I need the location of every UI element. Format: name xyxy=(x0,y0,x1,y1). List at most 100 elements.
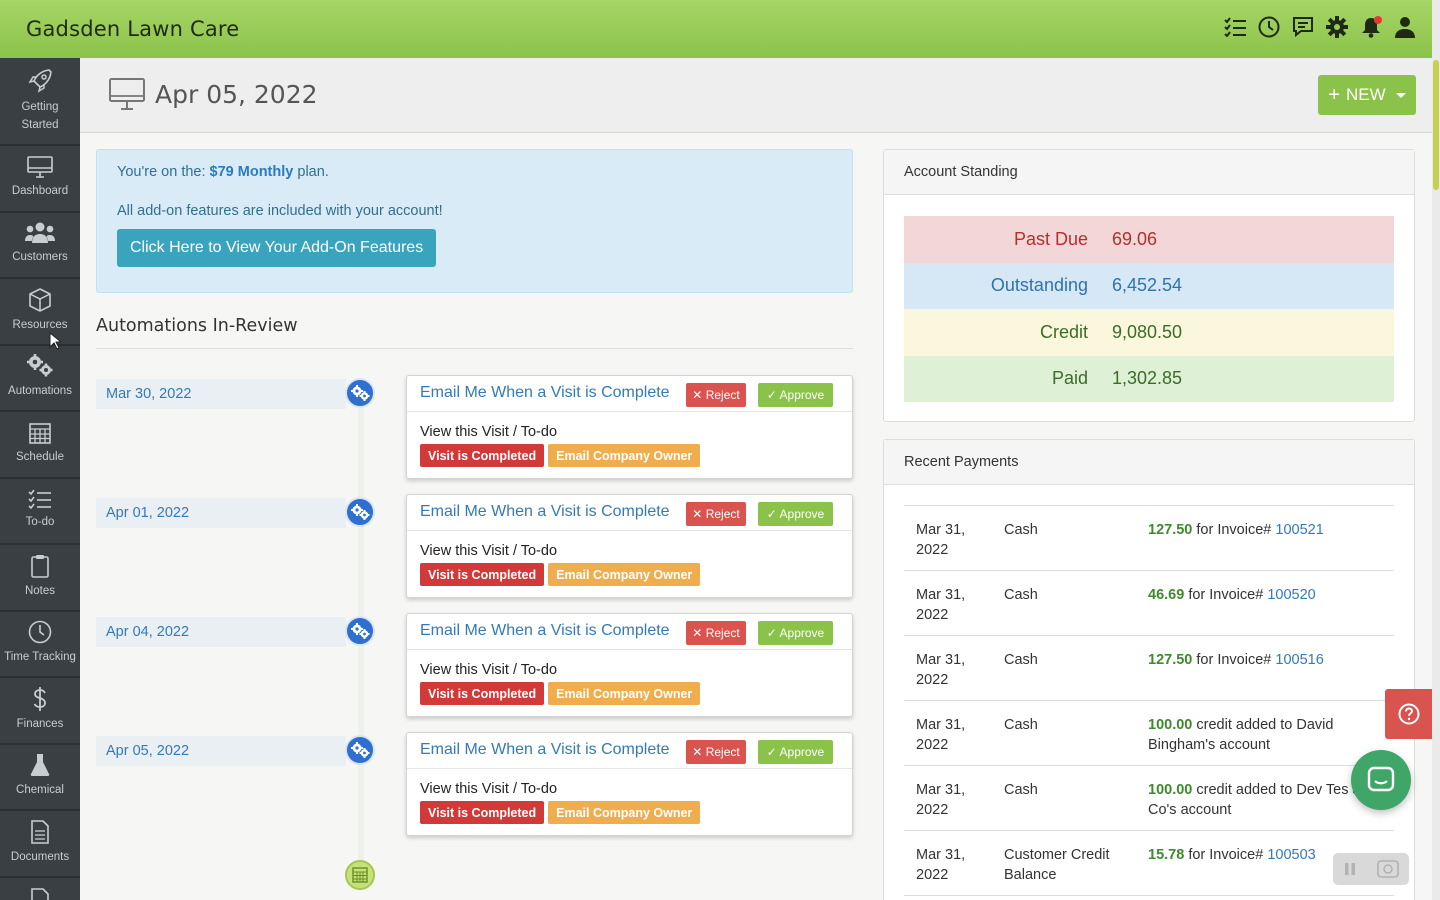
gears-icon xyxy=(27,354,53,377)
pause-icon[interactable] xyxy=(1343,862,1357,876)
recent-payments-panel: Recent Payments Mar 31, 2022 Cash 127.50 … xyxy=(883,439,1415,900)
reject-button[interactable]: ✕ Reject xyxy=(686,502,746,526)
approve-button[interactable]: ✓ Approve xyxy=(758,621,833,645)
sidebar-item-automations[interactable]: Automations xyxy=(0,346,80,412)
sidebar-item-todo[interactable]: To-do xyxy=(0,479,80,545)
chat-icon[interactable] xyxy=(1292,14,1314,40)
automation-title-link[interactable]: Email Me When a Visit is Complete xyxy=(420,384,670,401)
sidebar-item-label: Time Tracking xyxy=(4,651,76,664)
reject-button[interactable]: ✕ Reject xyxy=(686,740,746,764)
app-title[interactable]: Gadsden Lawn Care xyxy=(26,17,240,41)
recording-controls[interactable] xyxy=(1333,853,1409,885)
payment-method: Cash xyxy=(1004,782,1038,798)
payment-row: Mar 31, 2022 Cash 127.50 for Invoice# 100… xyxy=(904,506,1394,571)
chat-launcher-button[interactable] xyxy=(1351,750,1411,810)
caret-down-icon xyxy=(1395,92,1406,98)
sidebar-item-label: Documents xyxy=(10,850,70,863)
sidebar-item-documents[interactable]: Documents xyxy=(0,811,80,878)
user-icon[interactable] xyxy=(1394,14,1416,40)
bell-icon[interactable] xyxy=(1360,14,1382,40)
approve-label: Approve xyxy=(779,388,825,402)
reject-button[interactable]: ✕ Reject xyxy=(686,621,746,645)
page-title: Apr 05, 2022 xyxy=(155,80,318,109)
view-addons-button[interactable]: Click Here to View Your Add-On Features xyxy=(117,229,437,267)
view-visit-link[interactable]: View this Visit / To-do xyxy=(420,424,558,440)
standing-value: 9,080.50 xyxy=(1112,321,1183,342)
automation-card: Email Me When a Visit is Complete ✕ Reje… xyxy=(406,732,853,836)
sidebar-item-dashboard[interactable]: Dashboard xyxy=(0,146,80,213)
standing-row-credit[interactable]: Credit 9,080.50 xyxy=(904,309,1394,356)
automation-item: Apr 04, 2022 Email Me When a Visit is Co… xyxy=(96,613,853,717)
approve-button[interactable]: ✓ Approve xyxy=(758,383,833,407)
sidebar-item-notes[interactable]: Notes xyxy=(0,545,80,612)
sidebar-item-schedule[interactable]: Schedule xyxy=(0,412,80,479)
approve-button[interactable]: ✓ Approve xyxy=(758,740,833,764)
sidebar-item-label: Resources xyxy=(12,318,68,331)
stop-icon[interactable] xyxy=(1377,860,1399,878)
box-icon xyxy=(29,287,51,312)
payment-date: Mar 31, xyxy=(916,717,966,733)
calendar-icon xyxy=(345,860,375,890)
sidebar-item-resources[interactable]: Resources xyxy=(0,279,80,346)
clock-icon[interactable] xyxy=(1258,14,1280,40)
automation-title-link[interactable]: Email Me When a Visit is Complete xyxy=(420,741,670,758)
automation-item: Mar 30, 2022 Email Me When a Visit is Co… xyxy=(96,375,853,479)
view-visit-link[interactable]: View this Visit / To-do xyxy=(420,543,558,559)
payment-row: Mar 31, 2022 Customer Credit Balance 15.78… xyxy=(904,831,1394,896)
sidebar-item-time-tracking[interactable]: Time Tracking xyxy=(0,612,80,678)
sidebar-item-more[interactable] xyxy=(0,878,80,900)
payment-method: Cash xyxy=(1004,652,1038,668)
top-icon-bar xyxy=(1224,14,1416,40)
reject-label: Reject xyxy=(705,388,740,402)
payment-method: Cash xyxy=(1004,717,1038,733)
invoice-link[interactable]: 100516 xyxy=(1275,652,1324,668)
payment-text: for Invoice# xyxy=(1188,847,1264,863)
sidebar-item-label: Customers xyxy=(12,251,68,264)
standing-label: Outstanding xyxy=(990,275,1088,296)
sidebar-item-customers[interactable]: Customers xyxy=(0,213,80,279)
calendar-icon xyxy=(29,423,51,444)
sidebar-item-chemical[interactable]: Chemical xyxy=(0,745,80,811)
approve-button[interactable]: ✓ Approve xyxy=(758,502,833,526)
sidebar-item-getting-started[interactable]: Getting Started xyxy=(0,58,80,146)
new-button[interactable]: + NEW xyxy=(1318,75,1416,115)
payment-date-year: 2022 xyxy=(916,737,949,753)
trigger-badge: Visit is Completed xyxy=(420,801,545,824)
reject-button[interactable]: ✕ Reject xyxy=(686,383,746,407)
scrollbar-thumb[interactable] xyxy=(1433,60,1439,190)
payment-date: Mar 31, xyxy=(916,587,966,603)
sidebar-item-label: Finances xyxy=(16,717,64,730)
dollar-icon xyxy=(33,686,46,711)
standing-label: Paid xyxy=(1051,368,1088,389)
help-button[interactable] xyxy=(1385,689,1432,739)
approve-label: Approve xyxy=(779,626,825,640)
task-list-icon[interactable] xyxy=(1224,14,1246,40)
automation-card: Email Me When a Visit is Complete ✕ Reje… xyxy=(406,494,853,598)
payment-method: Cash xyxy=(1004,522,1038,538)
invoice-link[interactable]: 100503 xyxy=(1267,847,1316,863)
page-header: Apr 05, 2022 + NEW xyxy=(80,58,1432,133)
standing-label: Credit xyxy=(1039,321,1088,342)
top-bar: Gadsden Lawn Care xyxy=(0,0,1440,58)
view-visit-link[interactable]: View this Visit / To-do xyxy=(420,662,558,678)
standing-row-outstanding[interactable]: Outstanding 6,452.54 xyxy=(904,262,1394,309)
payment-date-year: 2022 xyxy=(916,672,949,688)
invoice-link[interactable]: 100521 xyxy=(1275,522,1324,538)
gear-icon[interactable] xyxy=(1326,14,1348,40)
invoice-link[interactable]: 100520 xyxy=(1267,587,1316,603)
view-visit-link[interactable]: View this Visit / To-do xyxy=(420,781,558,797)
payment-amount: 46.69 xyxy=(1148,587,1185,603)
page-scrollbar[interactable] xyxy=(1432,0,1440,900)
standing-row-paid[interactable]: Paid 1,302.85 xyxy=(904,355,1394,402)
automation-title-link[interactable]: Email Me When a Visit is Complete xyxy=(420,503,670,520)
standing-row-past-due[interactable]: Past Due 69.06 xyxy=(904,216,1394,263)
payment-row: Mar 31, 2022 Cash 46.69 for Invoice# 1005… xyxy=(904,571,1394,636)
sidebar-item-label: Automations xyxy=(8,385,72,398)
checklist-icon xyxy=(28,489,51,510)
question-circle-icon xyxy=(1398,703,1419,725)
sidebar-item-finances[interactable]: Finances xyxy=(0,678,80,745)
payment-text: for Invoice# xyxy=(1196,522,1272,538)
reject-label: Reject xyxy=(705,507,740,521)
payment-amount: 100.00 xyxy=(1148,782,1193,798)
automation-title-link[interactable]: Email Me When a Visit is Complete xyxy=(420,622,670,639)
